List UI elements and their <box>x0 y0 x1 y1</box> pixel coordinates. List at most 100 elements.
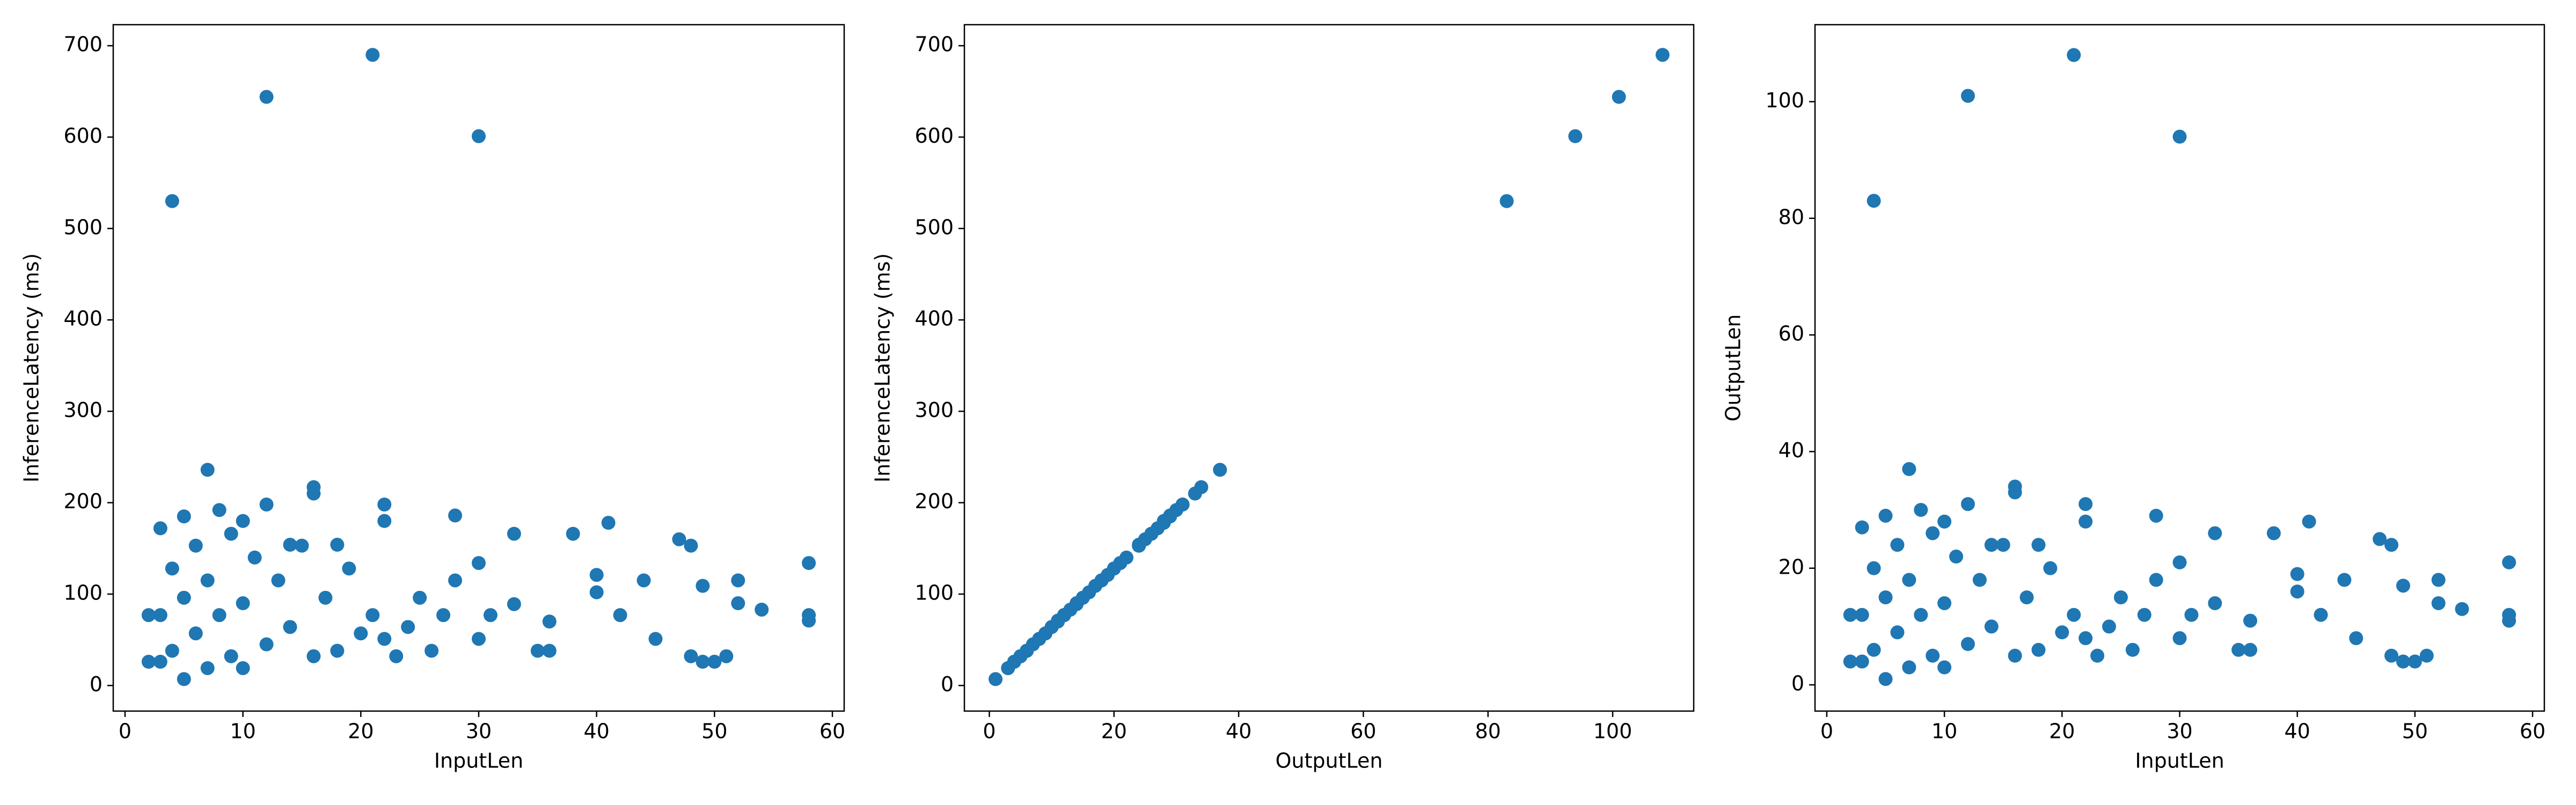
point <box>306 486 321 501</box>
point <box>719 649 734 663</box>
point <box>259 90 274 104</box>
x-tick-label: 0 <box>1820 720 1833 743</box>
point <box>247 550 262 565</box>
point <box>377 497 392 512</box>
point <box>271 573 286 588</box>
x-tick-label: 60 <box>2520 720 2545 743</box>
point <box>2208 596 2222 610</box>
point <box>200 661 215 675</box>
point <box>696 655 710 669</box>
point <box>448 573 463 588</box>
point <box>1937 514 1952 529</box>
point <box>1038 626 1052 641</box>
point <box>1949 550 1964 564</box>
point <box>566 526 580 541</box>
point <box>2231 642 2246 657</box>
point <box>2407 654 2422 669</box>
y-tick-label: 100 <box>914 581 954 605</box>
point <box>212 503 226 517</box>
point <box>802 613 816 628</box>
point <box>2113 590 2128 605</box>
point <box>589 568 604 582</box>
point <box>1902 660 1916 675</box>
point <box>2079 514 2093 529</box>
y-tick-label: 400 <box>63 307 103 331</box>
y-tick-label: 60 <box>1779 322 1804 346</box>
y-axis-label: InferenceLatency (ms) <box>20 253 43 482</box>
point <box>2396 654 2410 669</box>
point <box>2243 613 2258 628</box>
point <box>141 608 156 623</box>
y-tick-label: 500 <box>914 215 954 239</box>
x-tick-label: 40 <box>1226 720 1252 743</box>
point <box>2266 526 2281 540</box>
point <box>1213 463 1227 477</box>
point <box>236 514 250 528</box>
point <box>2314 608 2328 622</box>
y-tick-label: 200 <box>63 489 103 513</box>
point <box>672 532 686 546</box>
point <box>259 497 274 512</box>
point <box>472 556 486 570</box>
point <box>2079 497 2093 511</box>
point <box>330 538 345 552</box>
x-tick-label: 0 <box>119 720 131 743</box>
point <box>401 620 415 634</box>
point <box>472 129 486 143</box>
point <box>188 626 203 641</box>
point <box>153 521 167 536</box>
plot-frame <box>1814 24 2545 712</box>
point <box>1902 573 1916 587</box>
point <box>731 596 745 611</box>
x-tick-label: 40 <box>583 720 609 743</box>
point <box>236 596 250 611</box>
y-tick-label: 700 <box>914 33 954 56</box>
point <box>377 632 392 646</box>
point <box>2125 642 2140 657</box>
point <box>354 626 368 641</box>
x-tick-label: 20 <box>348 720 374 743</box>
point <box>2067 48 2081 62</box>
point <box>684 538 698 553</box>
point <box>1655 48 1670 62</box>
point <box>2384 648 2399 663</box>
x-tick-label: 20 <box>2049 720 2075 743</box>
point <box>2031 642 2046 657</box>
point <box>2290 567 2304 581</box>
point <box>613 608 627 623</box>
y-tick-label: 80 <box>1779 205 1804 229</box>
point <box>507 526 521 541</box>
x-tick-label: 100 <box>1593 720 1633 743</box>
point <box>1960 89 1975 103</box>
point <box>141 655 156 669</box>
point <box>542 614 557 629</box>
point <box>283 538 297 552</box>
point <box>2008 485 2022 500</box>
point <box>365 608 380 623</box>
y-tick-label: 400 <box>914 307 954 331</box>
y-tick-label: 0 <box>90 672 103 696</box>
point <box>2102 619 2116 634</box>
point <box>1984 538 1999 552</box>
point <box>1960 637 1975 652</box>
point <box>2337 573 2352 587</box>
x-tick-label: 50 <box>2402 720 2428 743</box>
point <box>2137 608 2151 622</box>
point <box>1612 90 1626 104</box>
point <box>472 632 486 646</box>
point <box>1867 561 1881 575</box>
point <box>2043 561 2058 575</box>
point <box>2396 579 2410 593</box>
point <box>224 526 238 541</box>
y-tick-label: 500 <box>63 215 103 239</box>
point <box>2502 555 2516 569</box>
point <box>153 608 167 623</box>
point <box>2031 538 2046 552</box>
point <box>507 597 521 611</box>
y-tick-label: 600 <box>914 124 954 148</box>
point <box>1057 608 1071 623</box>
point <box>1855 608 1869 622</box>
point <box>2008 648 2022 663</box>
point <box>330 643 345 658</box>
x-tick-label: 80 <box>1475 720 1501 743</box>
